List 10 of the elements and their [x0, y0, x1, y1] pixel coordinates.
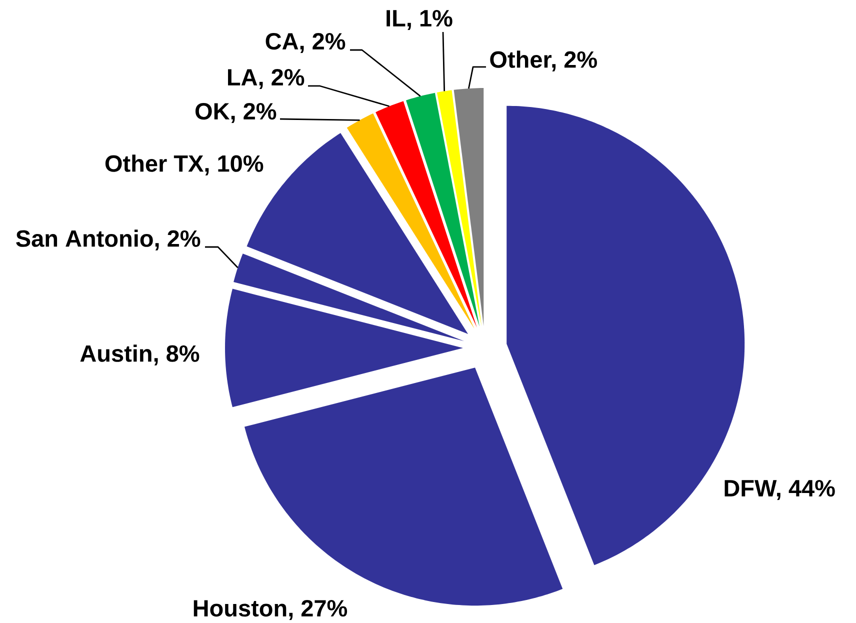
slice-label: LA, 2% [228, 68, 304, 90]
slice-label: Austin, 8% [80, 344, 200, 366]
slice-label: OK, 2% [195, 102, 276, 124]
slice-label: CA, 2% [266, 32, 346, 54]
slice-label: Houston, 27% [194, 600, 348, 620]
slice-label: IL, 1% [386, 10, 452, 30]
slice-label: Other TX, 10% [105, 154, 264, 176]
slice-label: San Antonio, 2% [16, 230, 200, 250]
slice-label: DFW, 44% [724, 480, 835, 500]
slice-label: Other, 2% [490, 50, 597, 72]
